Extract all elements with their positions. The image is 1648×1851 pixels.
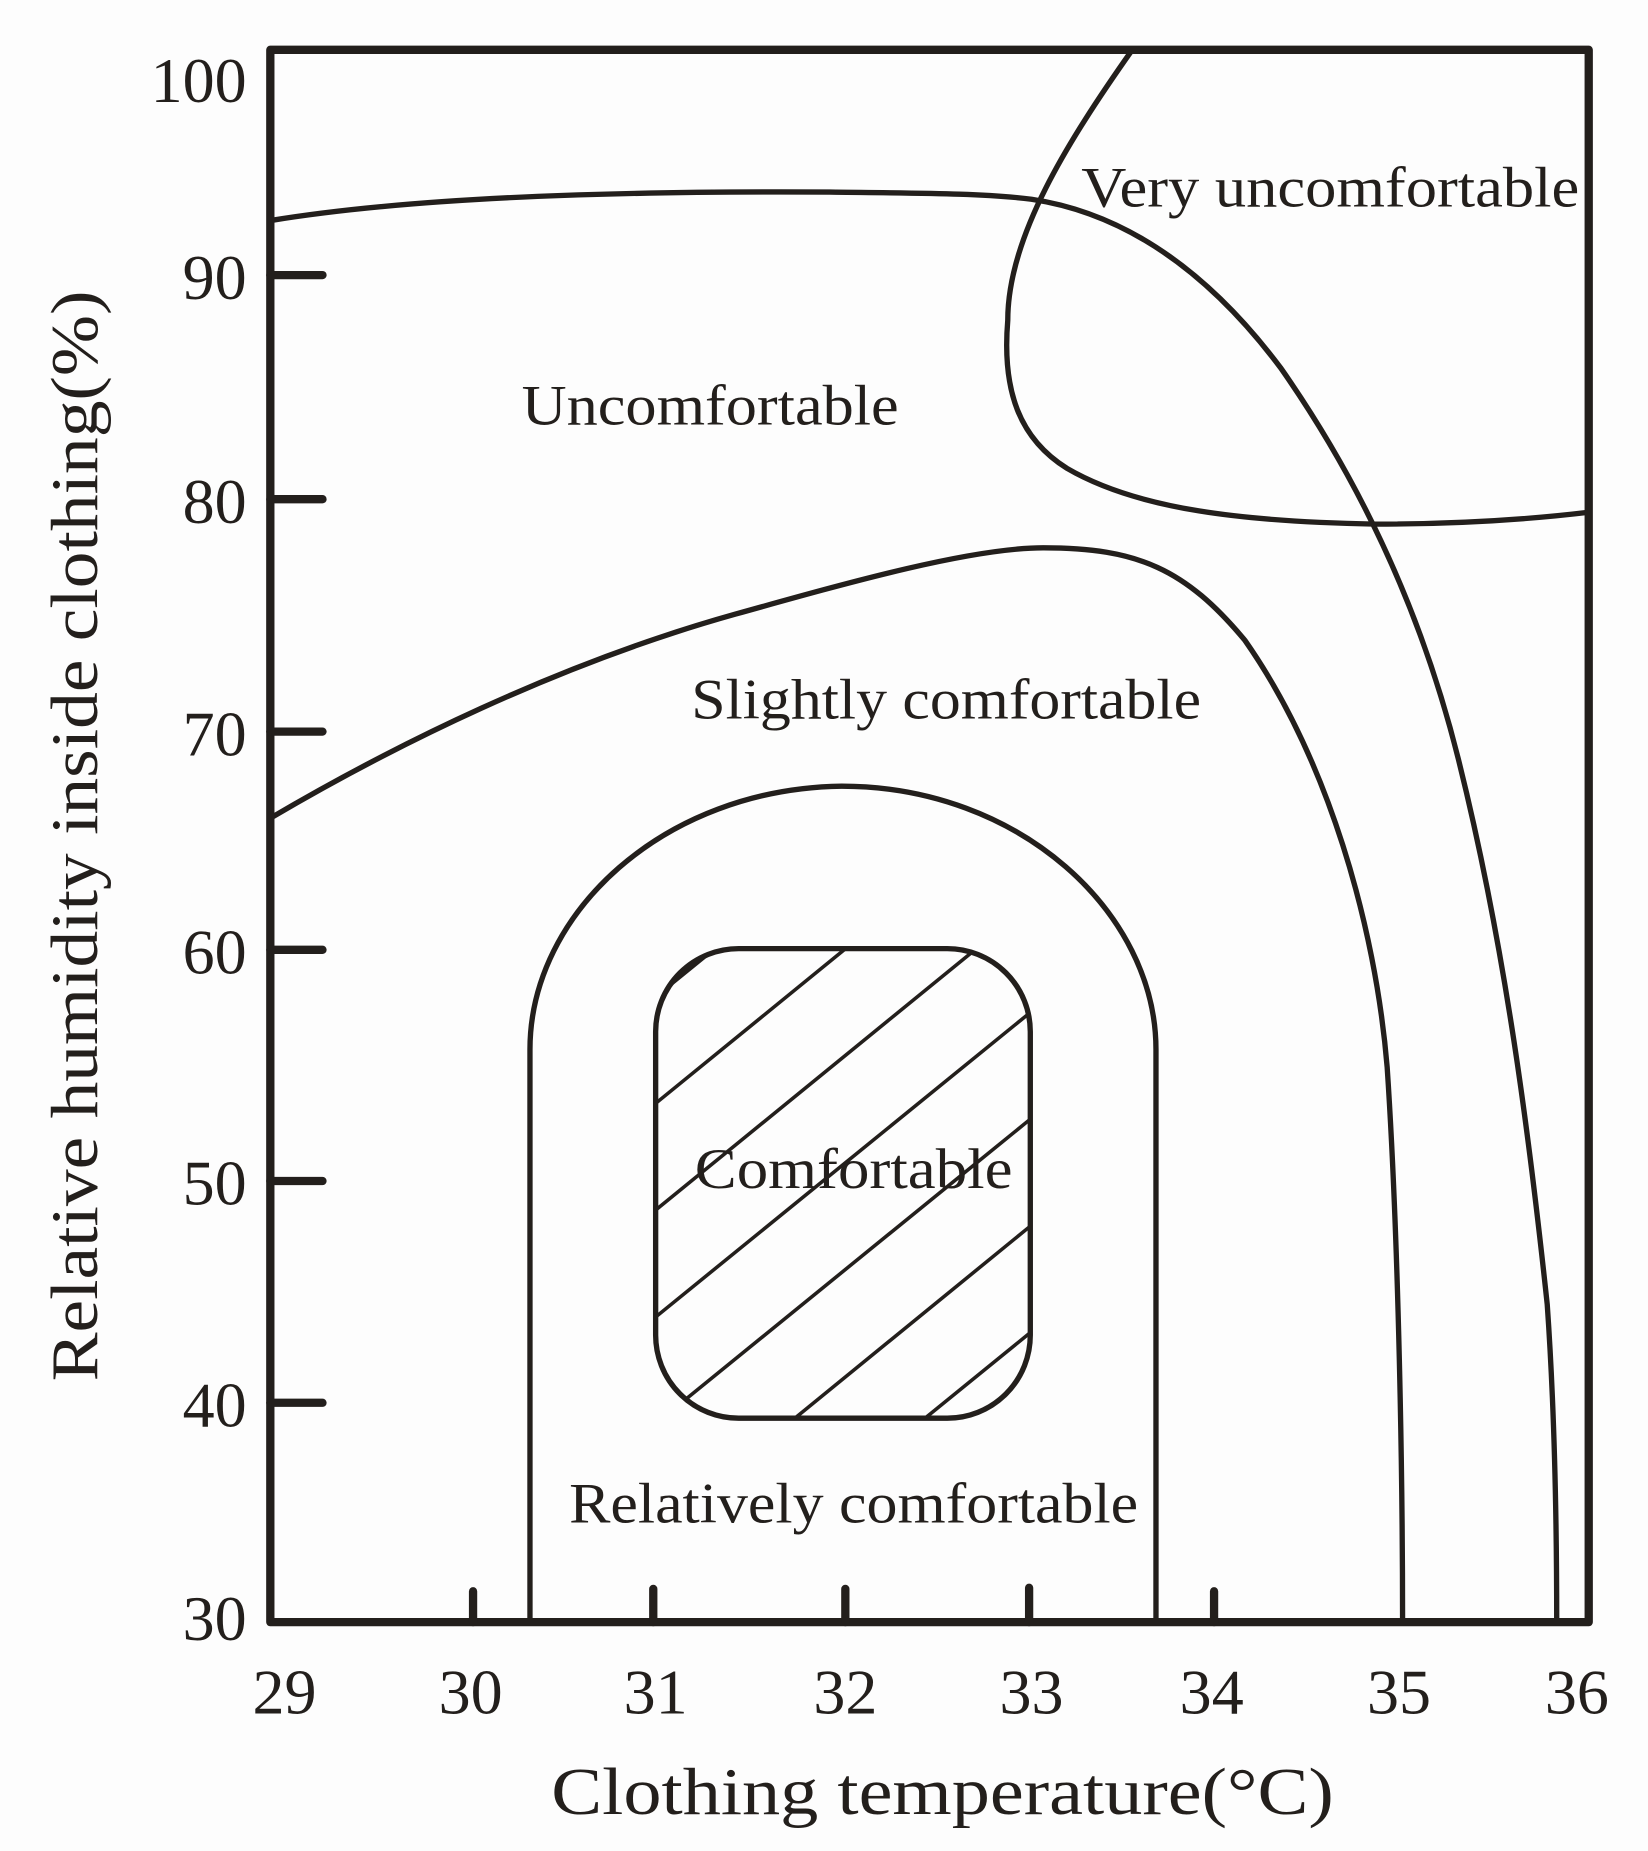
x-axis-ticks — [468, 1583, 1219, 1627]
y-tick-30: 30 — [183, 1583, 247, 1654]
x-tick-33: 33 — [999, 1656, 1063, 1727]
x-tick-31: 31 — [624, 1656, 688, 1727]
label-comfortable: Comfortable — [695, 1138, 1013, 1201]
y-axis-title: Relative humidity inside clothing(%) — [39, 291, 112, 1382]
axes-frame — [266, 45, 1593, 1627]
x-tick-32: 32 — [813, 1656, 877, 1727]
x-tick-34: 34 — [1180, 1656, 1244, 1727]
y-tick-60: 60 — [183, 917, 247, 988]
slightly-comfortable-boundary — [268, 545, 1406, 1623]
x-axis-title: Clothing temperature(°C) — [551, 1756, 1334, 1829]
y-tick-50: 50 — [183, 1148, 247, 1219]
label-slightly-comfortable: Slightly comfortable — [691, 669, 1201, 732]
comfortable-boundary — [652, 945, 1033, 1421]
x-tick-36: 36 — [1545, 1656, 1609, 1727]
label-very-uncomfortable: Very uncomfortable — [1081, 156, 1579, 219]
y-axis-ticks — [266, 270, 327, 1407]
uncomfortable-boundary — [269, 189, 1560, 1623]
y-tick-70: 70 — [183, 698, 247, 769]
x-tick-30: 30 — [439, 1656, 503, 1727]
x-tick-labels: 29 30 31 32 33 34 35 36 — [253, 1656, 1609, 1727]
label-relatively-comfortable: Relatively comfortable — [569, 1473, 1138, 1536]
y-tick-90: 90 — [183, 242, 247, 313]
y-tick-100: 100 — [151, 45, 247, 116]
x-tick-29: 29 — [253, 1656, 317, 1727]
label-uncomfortable: Uncomfortable — [522, 375, 899, 438]
comfortable-hatching — [655, 948, 1031, 1419]
very-uncomfortable-boundary — [1004, 48, 1590, 527]
y-tick-labels: 100 90 80 70 60 50 40 30 — [151, 45, 247, 1654]
y-tick-40: 40 — [183, 1369, 247, 1440]
x-tick-35: 35 — [1367, 1656, 1431, 1727]
relatively-comfortable-boundary — [527, 783, 1159, 1623]
y-tick-80: 80 — [183, 466, 247, 537]
